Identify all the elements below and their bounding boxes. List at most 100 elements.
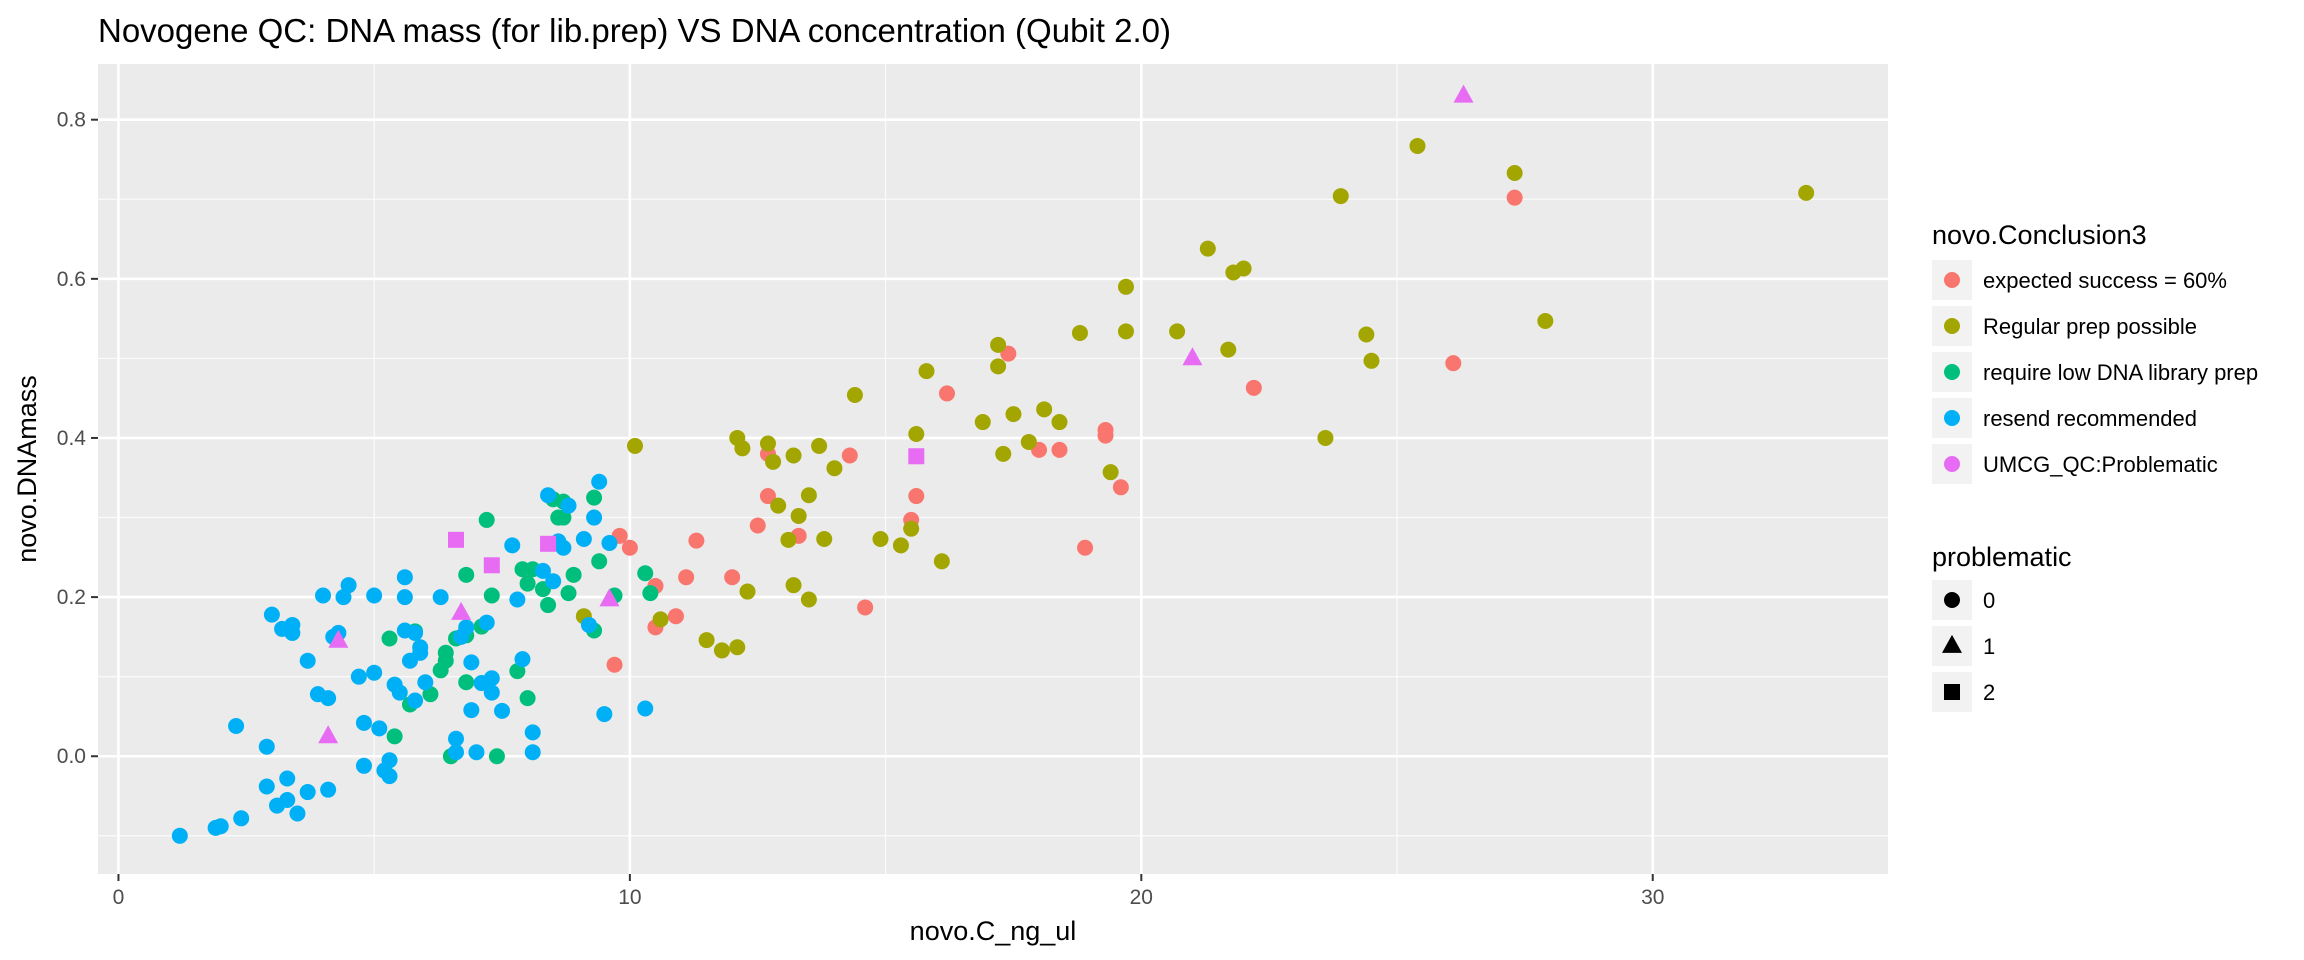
data-point [233, 810, 250, 827]
data-point [451, 601, 472, 620]
data-point [575, 531, 592, 548]
data-point [335, 589, 352, 606]
data-point [386, 728, 403, 745]
data-point [540, 597, 557, 614]
data-point [770, 497, 787, 514]
data-point [1182, 347, 1203, 366]
data-point [381, 630, 398, 647]
data-point [729, 639, 746, 656]
data-point [1036, 401, 1053, 418]
data-point [759, 435, 776, 452]
data-point [816, 531, 833, 548]
data-point [785, 447, 802, 464]
x-axis-title: novo.C_ng_ul [910, 916, 1077, 946]
data-point [749, 517, 766, 534]
data-point [391, 684, 408, 701]
legend-shape-swatch [1944, 592, 1960, 608]
data-point [279, 770, 296, 787]
y-axis: 0.0 0.2 0.4 0.6 0.8 [57, 109, 98, 768]
data-point [1102, 464, 1119, 481]
data-point [355, 714, 372, 731]
data-point [258, 738, 275, 755]
legend-color-swatch [1944, 364, 1960, 380]
data-point [555, 509, 572, 526]
data-point [228, 718, 245, 735]
data-point [458, 674, 475, 691]
data-point [494, 702, 511, 719]
legend-color-swatch [1944, 272, 1960, 288]
data-point [483, 670, 500, 687]
data-point [289, 805, 306, 822]
data-point [606, 656, 623, 673]
data-point [995, 445, 1012, 462]
data-point [381, 768, 398, 785]
data-point [448, 730, 464, 747]
data-point [320, 781, 337, 798]
data-point [892, 537, 909, 554]
data-point [1537, 313, 1554, 330]
grid-minor [98, 64, 1888, 874]
data-point [811, 437, 828, 454]
data-point [872, 531, 889, 548]
data-point [534, 562, 551, 579]
data-point [1409, 137, 1426, 154]
data-point [279, 792, 296, 809]
data-point [412, 644, 429, 661]
data-point [591, 473, 608, 490]
legend-entry-label: 0 [1983, 588, 1995, 613]
data-point [678, 569, 695, 586]
data-point [938, 385, 955, 402]
data-point [800, 487, 817, 504]
data-point [642, 585, 659, 602]
legend-entry-label: 1 [1983, 634, 1995, 659]
legend-entry-label: UMCG_QC:Problematic [1983, 452, 2218, 477]
data-point [514, 651, 531, 668]
data-point [540, 487, 557, 504]
data-point [478, 614, 495, 631]
data-point [724, 569, 741, 586]
data-point [601, 534, 618, 551]
data-point [759, 488, 776, 505]
data-point [1051, 414, 1068, 431]
data-point [596, 706, 613, 723]
data-points [171, 84, 1815, 844]
y-tick-label: 0.0 [57, 745, 86, 768]
data-point [560, 497, 577, 514]
data-point [1363, 352, 1380, 369]
data-point [1445, 355, 1462, 372]
data-point [790, 507, 807, 524]
data-point [933, 553, 950, 570]
data-point [396, 569, 413, 586]
plot-panel [98, 64, 1888, 874]
data-point [483, 587, 500, 604]
data-point [371, 720, 388, 737]
data-point [800, 591, 817, 608]
data-point [652, 611, 669, 628]
data-point [918, 363, 935, 380]
data-point [366, 664, 383, 681]
data-point [263, 606, 280, 623]
data-point [688, 532, 705, 549]
data-point [407, 624, 424, 641]
data-point [621, 539, 638, 556]
data-point [519, 575, 536, 592]
data-point [785, 577, 802, 594]
data-point [586, 489, 603, 506]
data-point [841, 447, 858, 464]
data-point [908, 448, 925, 465]
data-point [524, 744, 541, 761]
data-point [366, 587, 383, 604]
data-point [637, 565, 654, 582]
data-point [1235, 260, 1252, 277]
data-point [555, 539, 572, 556]
data-point [826, 460, 843, 477]
data-point [468, 744, 485, 761]
legend-entry-label: expected success = 60% [1983, 268, 2227, 293]
data-point [381, 752, 398, 769]
data-point [407, 692, 424, 709]
legend-shape-swatch [1942, 634, 1962, 653]
data-point [580, 616, 597, 633]
legend-shape-swatch [1944, 684, 1960, 700]
data-point [171, 827, 188, 844]
